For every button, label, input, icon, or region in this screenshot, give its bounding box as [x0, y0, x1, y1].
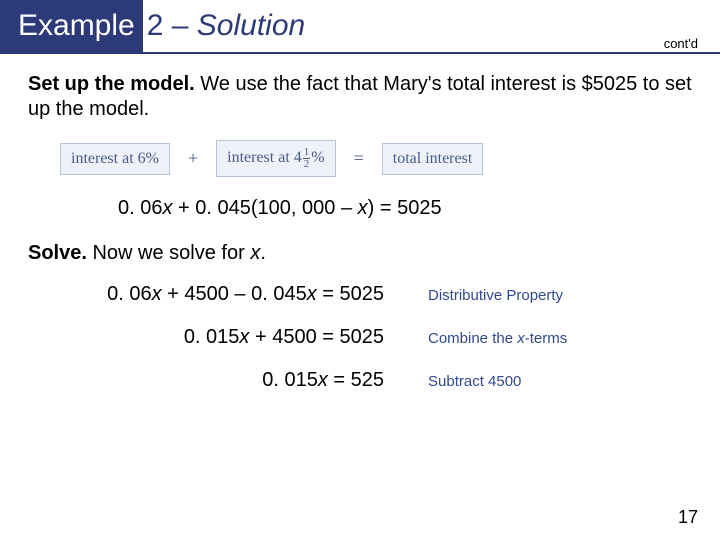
step-row: 0. 015x + 4500 = 5025 Combine the x-term…	[28, 326, 692, 349]
equation-diagram: interest at 6% + interest at 412% = tota…	[60, 140, 692, 177]
diagram-box2-frac: 12	[303, 147, 311, 170]
step-equation: 0. 015x = 525	[28, 369, 428, 392]
step-reason: Combine the x-terms	[428, 330, 567, 347]
contd-label: cont'd	[664, 36, 698, 51]
solution-steps: 0. 06x + 4500 – 0. 045x = 5025 Distribut…	[28, 283, 692, 392]
diagram-box-interest45: interest at 412%	[216, 140, 335, 177]
diagram-plus: +	[188, 148, 198, 169]
step-reason: Distributive Property	[428, 287, 563, 304]
frac-den: 2	[303, 159, 311, 170]
diagram-box1-text: interest at 6%	[71, 150, 159, 167]
step-equation: 0. 015x + 4500 = 5025	[28, 326, 428, 349]
main-equation-text: 0. 06x + 0. 045(100, 000 – x) = 5025	[118, 197, 442, 219]
slide-content: Set up the model. We use the fact that M…	[0, 54, 720, 392]
step-reason: Subtract 4500	[428, 373, 521, 390]
setup-paragraph: Set up the model. We use the fact that M…	[28, 72, 692, 122]
diagram-box-total: total interest	[382, 143, 484, 175]
solve-rest: Now we solve for x.	[87, 242, 266, 264]
setup-bold: Set up the model.	[28, 73, 195, 95]
diagram-box2-text-a: interest at 4	[227, 149, 302, 166]
step-row: 0. 015x = 525 Subtract 4500	[28, 369, 692, 392]
main-equation: 0. 06x + 0. 045(100, 000 – x) = 5025	[118, 197, 692, 220]
header-title-rest: 2 – Solution	[143, 0, 309, 52]
step-equation: 0. 06x + 4500 – 0. 045x = 5025	[28, 283, 428, 306]
page-number: 17	[678, 507, 698, 528]
diagram-box-interest6: interest at 6%	[60, 143, 170, 175]
solve-bold: Solve.	[28, 242, 87, 264]
slide-header: Example 2 – Solution	[0, 0, 720, 54]
diagram-box2-text-b: %	[311, 149, 324, 166]
header-example-label: Example	[0, 0, 143, 52]
solve-paragraph: Solve. Now we solve for x.	[28, 242, 692, 265]
header-solution-word: Solution	[197, 9, 305, 43]
header-number: 2 –	[147, 9, 189, 43]
header-example-word: Example	[18, 9, 135, 43]
diagram-equals: =	[354, 148, 364, 169]
step-row: 0. 06x + 4500 – 0. 045x = 5025 Distribut…	[28, 283, 692, 306]
